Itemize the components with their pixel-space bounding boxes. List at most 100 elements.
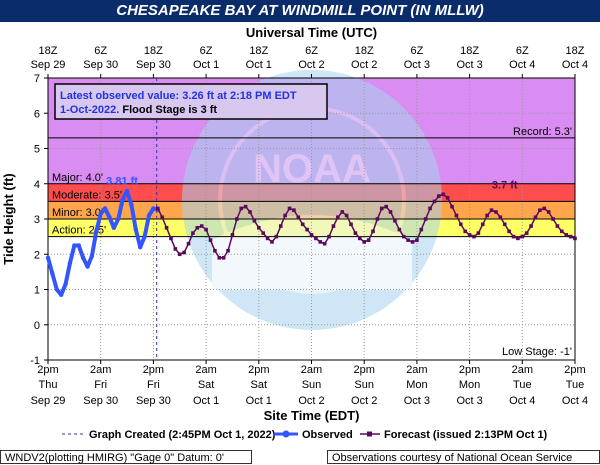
observed-point (80, 255, 86, 260)
forecast-point (305, 227, 309, 232)
forecast-point (274, 234, 279, 239)
forecast-point (388, 210, 393, 214)
forecast-point (423, 217, 428, 221)
observed-point (142, 234, 147, 239)
bottom-tick-date: Sep 30 (136, 395, 171, 407)
record-label: Record: 5.3' (513, 126, 572, 138)
forecast-point (278, 224, 283, 228)
forecast-point (164, 226, 169, 230)
y-tick-label: -1 (30, 355, 40, 367)
bottom-tick-time: 2am (90, 364, 111, 376)
forecast-point (459, 222, 463, 227)
forecast-point (309, 233, 314, 237)
observed-point (94, 229, 99, 234)
forecast-point (401, 234, 406, 239)
forecast-point (415, 238, 419, 242)
forecast-point (393, 218, 397, 223)
top-tick-date: Sep 29 (31, 59, 66, 71)
top-tick-date: Oct 1 (193, 59, 219, 71)
top-tick-date: Oct 3 (456, 59, 482, 71)
forecast-point (235, 217, 239, 221)
forecast-point (551, 217, 555, 221)
top-tick-date: Oct 3 (404, 59, 430, 71)
low-stage-label: Low Stage: -1' (502, 346, 572, 358)
observed-point (63, 282, 68, 287)
forecast-point (270, 240, 274, 244)
forecast-point (379, 206, 384, 211)
forecast-point (322, 241, 327, 246)
legend: Graph Created (2:45PM Oct 1, 2022) Observ… (62, 429, 548, 441)
forecast-point (186, 241, 191, 246)
stage-label-minor: Minor: 3.0' (52, 207, 103, 219)
footer-credit: Observations courtesy of National Ocean … (327, 450, 600, 464)
forecast-point (524, 231, 529, 235)
forecast-point (182, 250, 186, 255)
forecast-point (397, 227, 402, 232)
bottom-tick-day: Sun (354, 379, 374, 391)
forecast-point (489, 208, 494, 212)
stage-label-moderate: Moderate: 3.5' (52, 189, 122, 201)
forecast-point (520, 234, 525, 239)
observed-point (107, 215, 112, 220)
forecast-point (314, 236, 318, 241)
forecast-point (331, 224, 336, 228)
bottom-tick-date: Oct 3 (456, 395, 482, 407)
forecast-point (529, 224, 533, 228)
forecast-point (257, 226, 261, 230)
forecast-point (243, 204, 248, 209)
observed-point (151, 206, 156, 211)
observed-point (146, 213, 152, 218)
forecast-point (327, 234, 331, 239)
observed-point (85, 264, 90, 269)
forecast-point (454, 213, 459, 218)
forecast-point (344, 213, 349, 218)
forecast-point (463, 229, 468, 234)
y-tick-label: 3 (34, 214, 40, 226)
bottom-tick-day: Tue (513, 379, 532, 391)
bottom-tick-time: 2pm (459, 364, 480, 376)
top-tick-hour: 18Z (566, 45, 585, 57)
forecast-point (555, 224, 560, 228)
forecast-point (318, 240, 323, 244)
forecast-peak-label: 3.7 ft (492, 179, 518, 191)
top-tick-date: Oct 4 (562, 59, 588, 71)
observed-point (98, 211, 103, 216)
forecast-point (204, 227, 208, 232)
stage-label-action: Action: 2.5' (52, 225, 106, 237)
forecast-point (476, 231, 481, 235)
forecast-point (494, 210, 498, 214)
forecast-point (472, 234, 476, 239)
forecast-point (160, 215, 164, 220)
bottom-tick-date: Oct 1 (246, 395, 272, 407)
bottom-tick-time: 2pm (564, 364, 585, 376)
forecast-point (296, 215, 301, 220)
forecast-point (502, 222, 507, 227)
forecast-point (485, 213, 489, 218)
forecast-point (516, 236, 520, 241)
y-tick-label: 2 (34, 249, 40, 261)
forecast-point (261, 231, 265, 235)
bottom-tick-time: 2pm (37, 364, 58, 376)
bottom-tick-date: Oct 4 (562, 395, 588, 407)
forecast-point (208, 238, 213, 242)
observed-point (102, 206, 108, 211)
forecast-point (191, 231, 195, 235)
top-tick-hour: 6Z (305, 45, 318, 57)
forecast-point (177, 252, 182, 257)
top-tick-date: Sep 30 (136, 59, 171, 71)
observed-point (133, 227, 139, 232)
legend-observed-label: Observed (302, 429, 353, 441)
observed-point (138, 245, 143, 250)
bottom-tick-day: Tue (566, 379, 585, 391)
forecast-point (507, 229, 511, 234)
forecast-point (226, 248, 230, 253)
observed-point (129, 202, 134, 208)
forecast-point (340, 210, 345, 214)
legend-observed-marker (282, 430, 290, 438)
bottom-tick-date: Sep 29 (31, 395, 66, 407)
forecast-point (221, 255, 226, 260)
bottom-tick-date: Oct 1 (193, 395, 219, 407)
forecast-point (195, 226, 200, 230)
bottom-tick-time: 2am (301, 364, 322, 376)
top-tick-hour: 18Z (249, 45, 268, 57)
